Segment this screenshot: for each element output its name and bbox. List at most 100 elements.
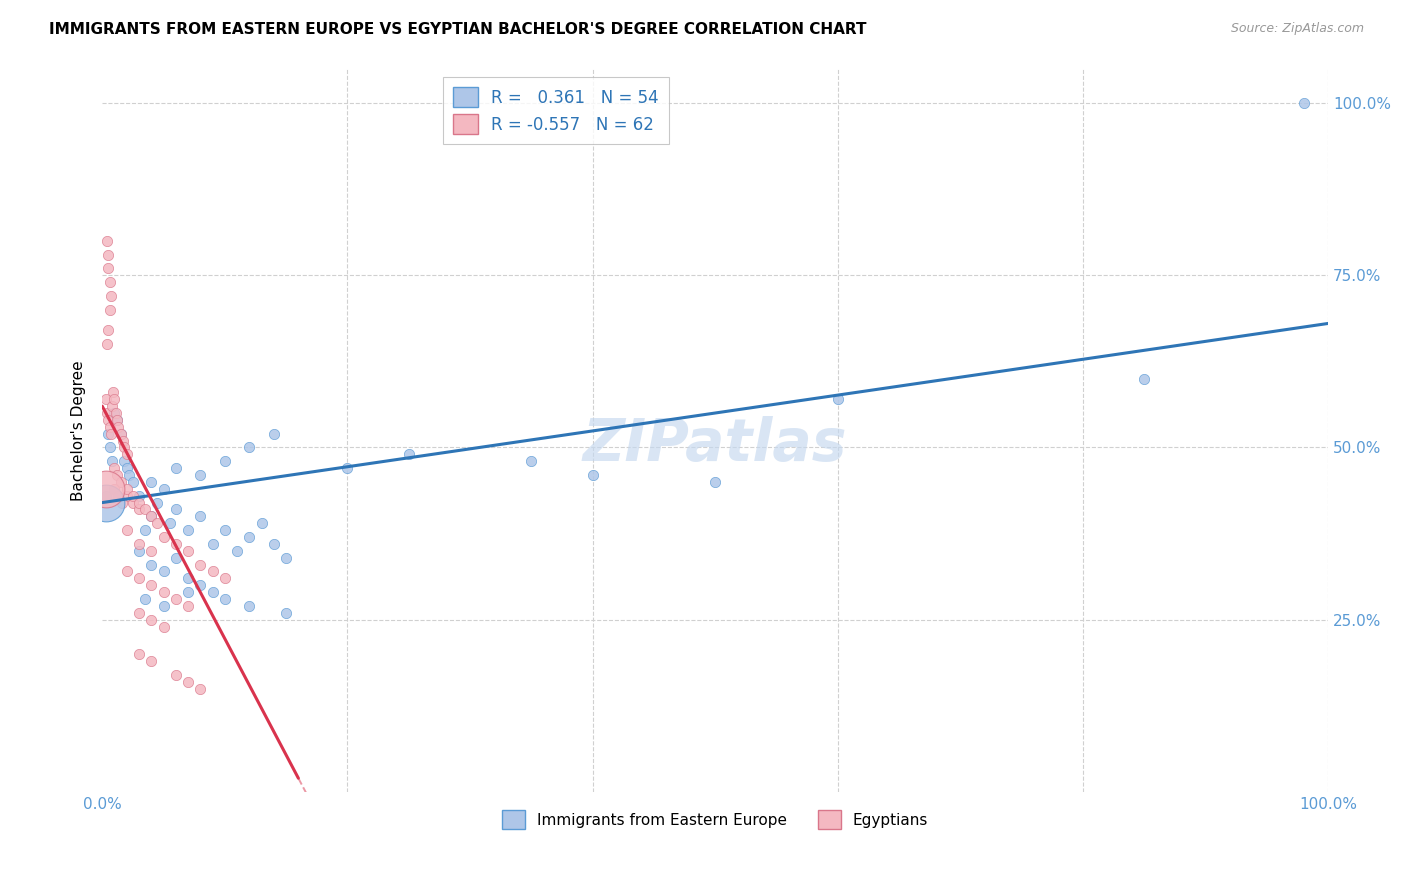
Point [107,419,129,434]
Point [101,399,124,413]
Point [134,502,156,516]
Point [520,454,543,468]
Point [96,337,118,351]
Point [115,489,138,503]
Point [263,537,285,551]
Point [188,558,211,572]
Point [97,413,120,427]
Point [98,302,121,317]
Point [110,426,132,441]
Point [107,489,129,503]
Point [165,592,187,607]
Point [214,571,236,585]
Point [152,530,174,544]
Point [100,289,122,303]
Point [274,550,297,565]
Point [98,275,121,289]
Point [110,475,132,489]
Point [134,592,156,607]
Point [128,647,150,661]
Point [274,606,297,620]
Point [188,468,211,483]
Point [115,461,138,475]
Point [97,261,120,276]
Point [238,599,260,613]
Point [238,530,260,544]
Point [100,426,122,441]
Point [121,475,143,489]
Point [115,482,138,496]
Point [121,495,143,509]
Point [104,406,127,420]
Point [188,681,211,696]
Point [115,447,138,461]
Point [115,565,138,579]
Point [96,406,118,420]
Point [98,441,121,455]
Point [134,523,156,537]
Point [105,468,128,483]
Point [165,668,187,682]
Point [128,571,150,585]
Point [398,447,420,461]
Point [98,419,121,434]
Point [165,502,187,516]
Point [214,454,236,468]
Point [141,613,163,627]
Point [141,509,163,524]
Text: IMMIGRANTS FROM EASTERN EUROPE VS EGYPTIAN BACHELOR'S DEGREE CORRELATION CHART: IMMIGRANTS FROM EASTERN EUROPE VS EGYPTI… [49,22,866,37]
Point [165,461,187,475]
Text: Source: ZipAtlas.com: Source: ZipAtlas.com [1230,22,1364,36]
Point [103,482,125,496]
Point [152,565,174,579]
Point [704,475,727,489]
Point [250,516,273,531]
Point [112,434,135,448]
Point [128,502,150,516]
Point [188,509,211,524]
Point [97,247,120,261]
Point [141,475,163,489]
Point [121,489,143,503]
Point [201,537,224,551]
Point [128,537,150,551]
Point [118,468,141,483]
Point [105,413,128,427]
Point [146,516,169,531]
Point [827,392,849,407]
Point [112,454,135,468]
Point [177,544,200,558]
Point [177,585,200,599]
Point [1292,95,1315,110]
Point [94,392,117,407]
Point [128,495,150,509]
Point [128,489,150,503]
Point [226,544,249,558]
Point [152,619,174,633]
Point [263,426,285,441]
Point [111,495,134,509]
Point [96,234,118,248]
Point [103,461,125,475]
Point [101,454,124,468]
Point [152,482,174,496]
Point [94,495,117,509]
Point [152,599,174,613]
Point [141,558,163,572]
Point [94,482,117,496]
Point [103,392,125,407]
Point [110,426,132,441]
Point [128,544,150,558]
Point [238,441,260,455]
Legend: Immigrants from Eastern Europe, Egyptians: Immigrants from Eastern Europe, Egyptian… [496,804,935,835]
Point [177,674,200,689]
Point [1133,371,1156,385]
Point [177,571,200,585]
Point [214,592,236,607]
Point [152,585,174,599]
Point [112,441,135,455]
Point [97,323,120,337]
Point [177,523,200,537]
Point [336,461,359,475]
Point [115,523,138,537]
